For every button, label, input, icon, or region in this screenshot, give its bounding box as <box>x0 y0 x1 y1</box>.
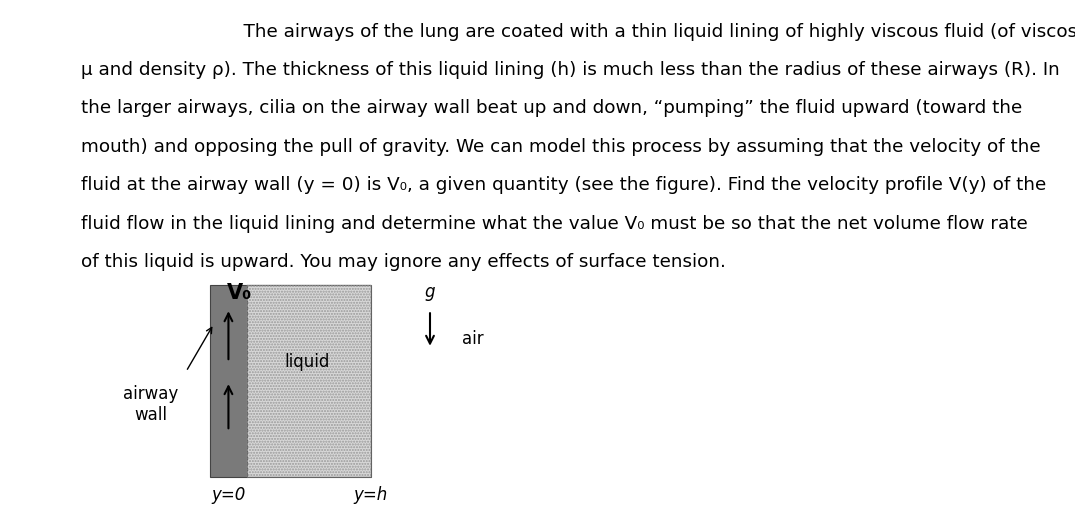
Bar <box>247 285 371 477</box>
Bar <box>247 285 371 477</box>
Bar <box>210 285 247 477</box>
Text: g: g <box>425 283 435 300</box>
Text: the larger airways, cilia on the airway wall beat up and down, “pumping” the flu: the larger airways, cilia on the airway … <box>81 99 1022 118</box>
Text: fluid at the airway wall (y = 0) is V₀, a given quantity (see the figure). Find : fluid at the airway wall (y = 0) is V₀, … <box>81 176 1046 194</box>
Text: The airways of the lung are coated with a thin liquid lining of highly viscous f: The airways of the lung are coated with … <box>220 23 1075 41</box>
Text: mouth) and opposing the pull of gravity. We can model this process by assuming t: mouth) and opposing the pull of gravity.… <box>81 138 1041 156</box>
Text: airway
wall: airway wall <box>123 385 178 424</box>
Text: fluid flow in the liquid lining and determine what the value V₀ must be so that : fluid flow in the liquid lining and dete… <box>81 215 1028 233</box>
Text: V₀: V₀ <box>227 283 252 302</box>
Text: μ and density ρ). The thickness of this liquid lining (h) is much less than the : μ and density ρ). The thickness of this … <box>81 61 1059 79</box>
Text: y=0: y=0 <box>212 486 245 504</box>
Text: liquid: liquid <box>284 353 329 371</box>
Text: air: air <box>462 330 484 348</box>
Text: of this liquid is upward. You may ignore any effects of surface tension.: of this liquid is upward. You may ignore… <box>81 253 726 271</box>
Text: y=h: y=h <box>354 486 388 504</box>
